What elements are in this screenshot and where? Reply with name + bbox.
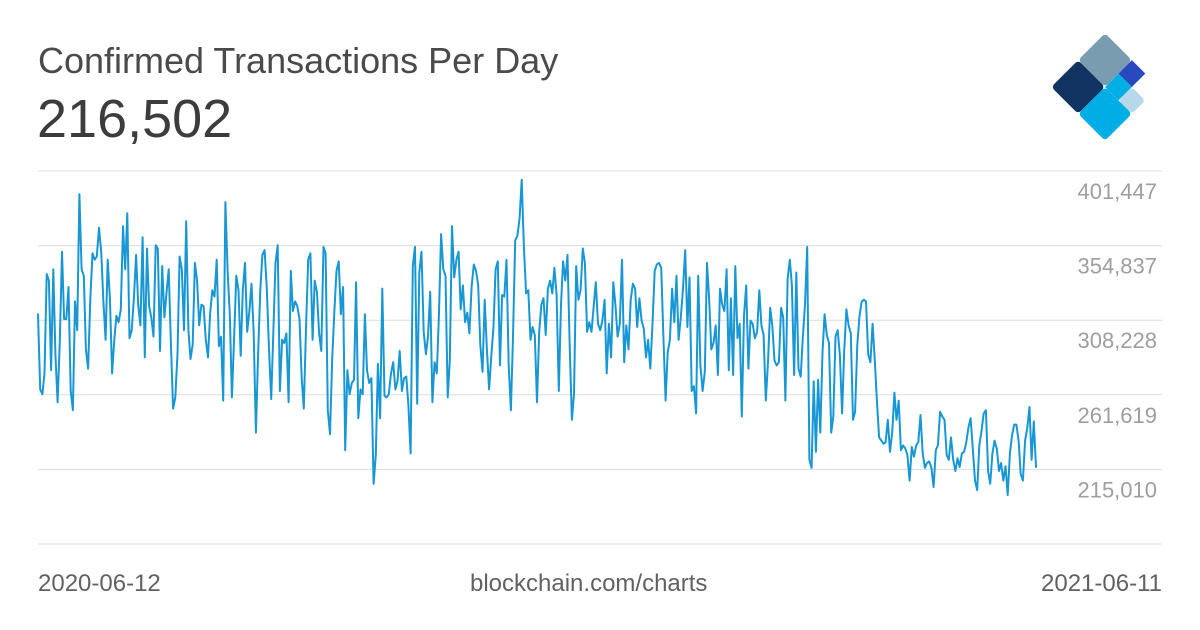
logo-tile-right-edge (1120, 88, 1144, 113)
y-tick-label: 308,228 (1077, 328, 1157, 353)
series-line (37, 178, 1037, 496)
end-date-label: 2021-06-11 (1041, 570, 1162, 597)
logo-tile-top (1079, 34, 1131, 86)
y-tick-label: 401,447 (1077, 179, 1157, 204)
start-date-label: 2020-06-12 (38, 570, 161, 597)
logo-tile-left (1052, 61, 1104, 113)
logo-tile-bottom (1079, 88, 1131, 140)
y-tick-label: 354,837 (1077, 254, 1157, 279)
chart-title: Confirmed Transactions Per Day (38, 40, 559, 81)
y-tick-label: 215,010 (1077, 477, 1157, 502)
source-link[interactable]: blockchain.com/charts (470, 570, 708, 597)
y-axis-ticks: 215,010 261,619 308,228 354,837 401,447 (1077, 179, 1157, 502)
latest-value: 216,502 (37, 89, 233, 149)
blockchain-logo-icon[interactable] (1048, 30, 1162, 144)
chart-grid (38, 170, 1162, 545)
y-tick-label: 261,619 (1077, 403, 1157, 428)
logo-tile-right (1118, 60, 1146, 87)
